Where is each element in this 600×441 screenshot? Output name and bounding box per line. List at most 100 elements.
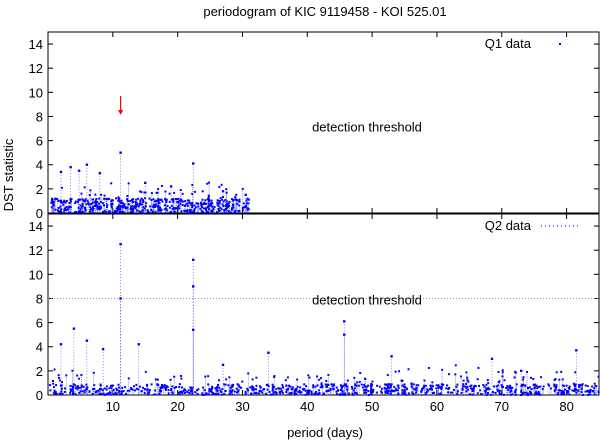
data-point bbox=[131, 209, 134, 212]
data-point bbox=[121, 202, 124, 205]
data-point bbox=[186, 199, 189, 202]
data-point bbox=[403, 383, 406, 386]
data-point bbox=[155, 199, 158, 202]
data-point bbox=[578, 386, 581, 389]
data-point bbox=[522, 383, 525, 386]
data-point bbox=[115, 388, 118, 391]
data-point bbox=[124, 392, 127, 395]
data-point bbox=[91, 392, 94, 395]
data-point bbox=[128, 389, 131, 392]
data-point bbox=[228, 205, 231, 208]
data-point bbox=[143, 392, 146, 395]
data-point bbox=[102, 392, 105, 395]
data-point bbox=[95, 198, 98, 201]
data-point bbox=[329, 387, 332, 390]
data-point bbox=[330, 383, 333, 386]
data-point bbox=[94, 193, 97, 196]
data-point bbox=[296, 378, 299, 381]
legend-label: Q2 data bbox=[485, 218, 532, 233]
peak-point bbox=[221, 363, 225, 367]
data-point bbox=[164, 388, 167, 391]
data-point bbox=[293, 392, 296, 395]
data-point bbox=[286, 376, 289, 379]
data-point bbox=[221, 388, 224, 391]
data-point bbox=[589, 390, 592, 393]
data-point bbox=[581, 383, 584, 386]
data-point bbox=[61, 201, 64, 204]
data-point bbox=[117, 391, 120, 394]
data-point bbox=[226, 206, 229, 209]
data-point bbox=[81, 390, 84, 393]
data-point bbox=[68, 201, 71, 204]
data-point bbox=[237, 384, 240, 387]
data-point bbox=[126, 198, 129, 201]
data-point bbox=[189, 208, 192, 211]
data-point bbox=[86, 386, 89, 389]
data-point bbox=[508, 387, 511, 390]
data-point bbox=[238, 209, 241, 212]
data-point bbox=[424, 384, 427, 387]
data-point bbox=[412, 383, 415, 386]
data-point bbox=[485, 388, 488, 391]
data-point bbox=[316, 384, 319, 387]
data-point bbox=[584, 384, 587, 387]
data-point bbox=[435, 384, 438, 387]
data-point bbox=[206, 206, 209, 209]
data-point bbox=[423, 384, 426, 387]
data-point bbox=[110, 205, 113, 208]
data-point bbox=[357, 384, 360, 387]
data-point bbox=[341, 390, 344, 393]
data-point bbox=[433, 391, 436, 394]
data-point bbox=[139, 199, 142, 202]
peak-point bbox=[244, 193, 247, 197]
data-point bbox=[208, 204, 211, 207]
data-point bbox=[196, 211, 199, 214]
data-point bbox=[144, 191, 147, 194]
data-point bbox=[113, 393, 116, 396]
data-point bbox=[344, 384, 347, 387]
data-point bbox=[295, 389, 298, 392]
data-point bbox=[216, 389, 219, 392]
peak-point bbox=[59, 170, 63, 174]
data-point bbox=[422, 387, 425, 390]
panel-1: 0 2 4 6 8 10 12 14 detection threshold Q1 data bbox=[29, 31, 600, 221]
data-point bbox=[574, 387, 577, 390]
data-point bbox=[221, 203, 224, 206]
data-point bbox=[69, 388, 72, 391]
data-point bbox=[275, 388, 278, 391]
data-point bbox=[440, 387, 443, 390]
data-point bbox=[184, 200, 187, 203]
data-point bbox=[452, 388, 455, 391]
data-point bbox=[372, 390, 375, 393]
x-tick-label: 30 bbox=[235, 399, 249, 414]
legend-marker bbox=[559, 43, 561, 45]
data-point bbox=[50, 206, 53, 209]
data-point bbox=[216, 201, 219, 204]
data-point bbox=[72, 392, 75, 395]
data-point bbox=[154, 378, 157, 381]
data-point bbox=[376, 384, 379, 387]
data-point bbox=[231, 389, 234, 392]
data-point bbox=[184, 389, 187, 392]
data-point bbox=[177, 204, 180, 207]
data-point bbox=[251, 378, 254, 381]
data-point bbox=[220, 183, 223, 186]
data-point bbox=[173, 375, 176, 378]
data-point bbox=[321, 385, 324, 388]
data-point bbox=[572, 389, 575, 392]
data-point bbox=[120, 199, 123, 202]
data-point bbox=[553, 385, 556, 388]
data-point bbox=[213, 206, 216, 209]
x-tick-label: 10 bbox=[106, 399, 120, 414]
data-point bbox=[71, 369, 74, 372]
data-point bbox=[173, 386, 176, 389]
data-point bbox=[164, 386, 167, 389]
data-point bbox=[225, 200, 228, 203]
data-point bbox=[568, 393, 571, 396]
data-point bbox=[331, 384, 334, 387]
data-point bbox=[555, 371, 558, 374]
data-point bbox=[271, 389, 274, 392]
data-point bbox=[76, 374, 79, 377]
data-point bbox=[268, 390, 271, 393]
data-point bbox=[522, 376, 525, 379]
